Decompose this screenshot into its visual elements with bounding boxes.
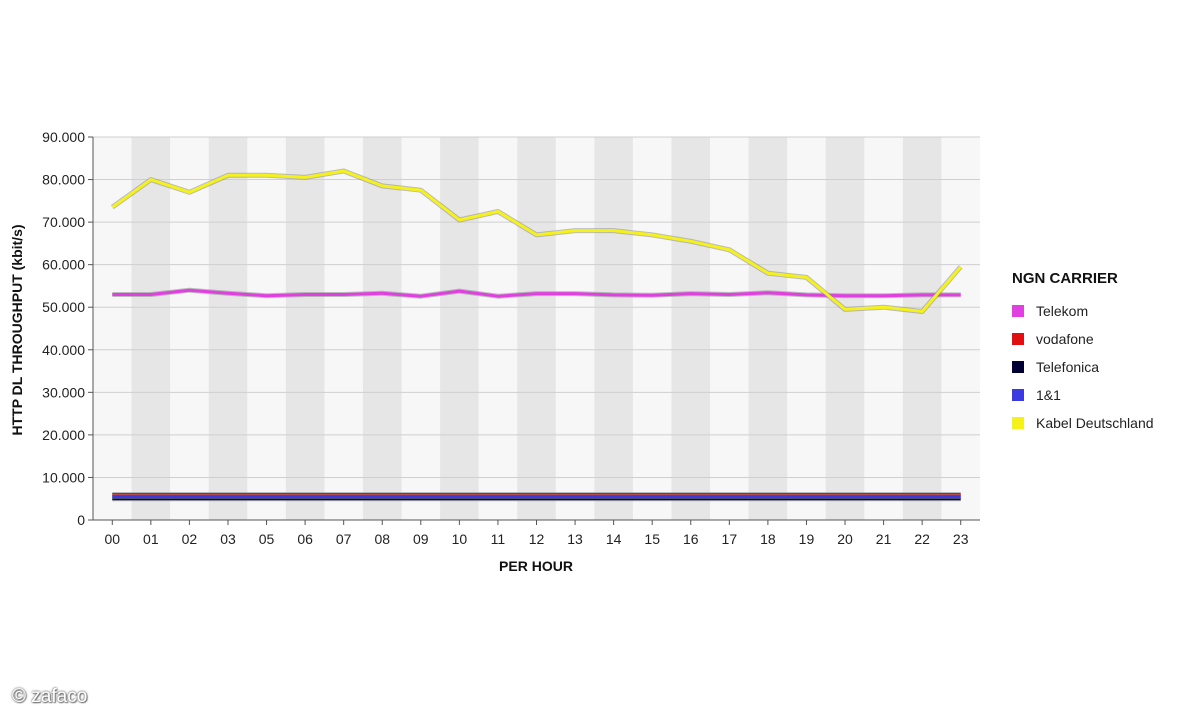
legend-swatch — [1012, 417, 1024, 429]
legend-label: Telekom — [1036, 303, 1089, 319]
series-lines — [110, 168, 963, 502]
legend: NGN CARRIER Telekom vodafone Telefonica 1&1… — [1012, 270, 1154, 437]
y-tick-label: 30.000 — [42, 384, 85, 400]
legend-title: NGN CARRIER — [1012, 270, 1118, 287]
y-tick-label: 80.000 — [42, 172, 85, 188]
x-tick-label: 10 — [452, 531, 468, 547]
legend-item-telekom: Telekom — [1012, 297, 1154, 325]
legend-swatch — [1012, 361, 1024, 373]
y-tick-label: 0 — [77, 512, 85, 528]
legend-label: vodafone — [1036, 331, 1094, 347]
x-tick-label: 17 — [722, 531, 738, 547]
x-tick-label: 05 — [259, 531, 275, 547]
series-line-kabel-deutschland — [111, 169, 962, 313]
x-tick-label: 14 — [606, 531, 622, 547]
axes — [92, 137, 980, 525]
y-tick-label: 10.000 — [42, 469, 85, 485]
legend-item-1-1: 1&1 — [1012, 381, 1154, 409]
plot-background-bands — [93, 137, 980, 520]
x-tick-label: 18 — [760, 531, 776, 547]
background-band — [748, 137, 788, 520]
background-band — [902, 137, 942, 520]
legend-item-vodafone: vodafone — [1012, 325, 1154, 353]
y-tick-label: 50.000 — [42, 299, 85, 315]
legend-item-kabel-deutschland: Kabel Deutschland — [1012, 409, 1154, 437]
x-tick-label: 16 — [683, 531, 699, 547]
legend-swatch — [1012, 305, 1024, 317]
x-tick-label: 11 — [491, 531, 506, 547]
background-band — [594, 137, 633, 520]
x-tick-label: 01 — [143, 531, 159, 547]
x-tick-label: 19 — [799, 531, 815, 547]
y-tick-label: 90.000 — [42, 129, 85, 145]
x-tick-labels: 00 01 02 03 05 06 07 08 09 10 11 12 13 14 15 16 17 18 19 20… — [104, 531, 968, 547]
legend-item-telefonica: Telefonica — [1012, 353, 1154, 381]
x-tick-label: 23 — [953, 531, 969, 547]
background-band — [825, 137, 865, 520]
background-band — [671, 137, 711, 520]
x-tick-label: 09 — [413, 531, 429, 547]
copyright-watermark: © zafaco — [12, 686, 88, 707]
legend-label: 1&1 — [1036, 387, 1061, 403]
x-tick-label: 12 — [529, 531, 545, 547]
x-tick-label: 03 — [220, 531, 236, 547]
legend-swatch — [1012, 389, 1024, 401]
background-band — [208, 137, 248, 520]
x-tick-label: 07 — [336, 531, 352, 547]
y-tick-labels: 0 10.000 20.000 30.000 40.000 50.000 60.000 70.… — [42, 129, 85, 528]
x-tick-label: 02 — [182, 531, 198, 547]
x-tick-label: 00 — [104, 531, 120, 547]
x-tick-label: 20 — [837, 531, 853, 547]
legend-items: Telekom vodafone Telefonica 1&1 Kabel Deutsc… — [1012, 297, 1154, 437]
legend-label: Kabel Deutschland — [1036, 415, 1154, 431]
x-tick-label: 08 — [374, 531, 390, 547]
legend-swatch — [1012, 333, 1024, 345]
y-tick-label: 40.000 — [42, 342, 85, 358]
background-band — [362, 137, 402, 520]
series-line-telekom — [112, 288, 961, 298]
background-band — [131, 137, 171, 520]
x-axis-title: PER HOUR — [499, 558, 573, 574]
background-band — [440, 137, 479, 520]
y-tick-label: 20.000 — [42, 427, 85, 443]
x-tick-label: 21 — [876, 531, 892, 547]
background-band — [517, 137, 556, 520]
y-tick-label: 60.000 — [42, 257, 85, 273]
x-tick-label: 06 — [297, 531, 313, 547]
x-tick-label: 13 — [567, 531, 583, 547]
y-tick-label: 70.000 — [42, 214, 85, 230]
legend-label: Telefonica — [1036, 359, 1100, 375]
y-axis-title: HTTP DL THROUGHPUT (kbit/s) — [9, 224, 25, 435]
background-band — [285, 137, 325, 520]
gridlines — [88, 136, 980, 521]
x-tick-label: 15 — [644, 531, 660, 547]
x-tick-label: 22 — [914, 531, 930, 547]
